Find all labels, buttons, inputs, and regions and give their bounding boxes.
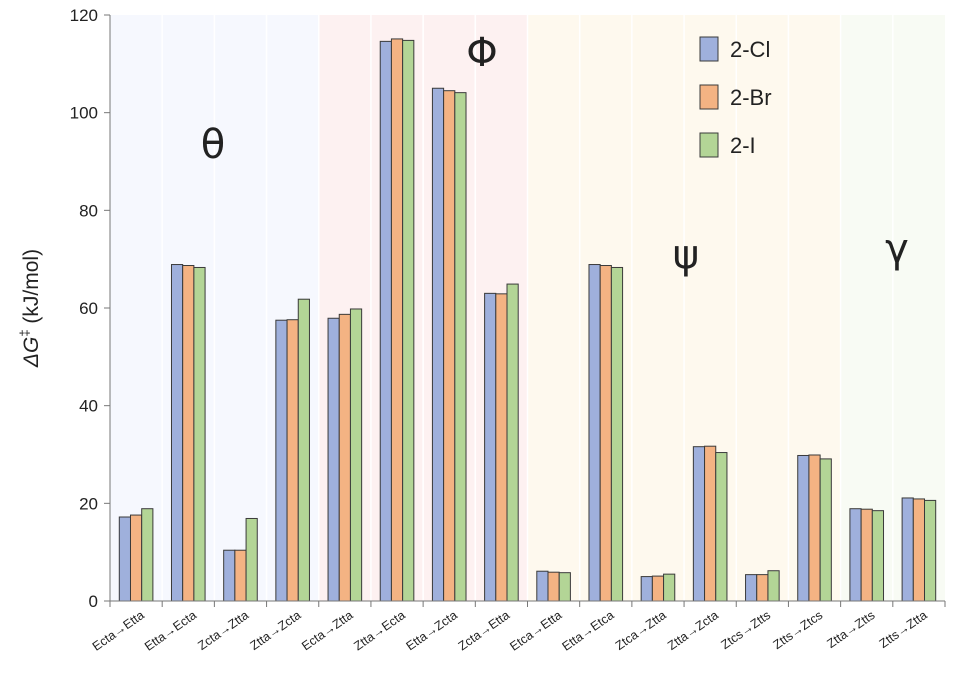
bar-2-Br-0 [129,514,143,602]
bar-2-Br-13 [808,454,821,602]
bar-2-I-3 [297,298,310,602]
bar-2-Br-11 [704,445,717,602]
bar-2-Br-5 [390,38,404,602]
bar-2-Cl-3 [275,319,288,602]
bar-2-Cl-10 [640,576,653,602]
bar-2-Cl-0 [118,516,131,602]
category-label: Zcta→Ztta [195,608,251,653]
group-labels: θ Φψ γ [201,30,909,278]
bar-2-I-2 [245,517,258,602]
category-label: Etta→Etca [560,608,617,654]
bar-2-I-11 [715,452,728,602]
bar-2-I-15 [924,499,937,602]
bar-2-Cl-12 [745,574,758,602]
bar-2-Cl-1 [170,264,184,602]
bar-2-Cl-4 [327,317,340,602]
bar-2-Br-2 [234,549,247,602]
bar-2-Cl-5 [379,40,392,602]
bar-2-Br-9 [599,265,612,602]
bar-2-Br-7 [495,293,508,602]
category-labels: Ecta→EttaEtta→EctaZcta→ZttaZtta→ZctaEcta… [90,608,930,654]
legend-label-2-I: 2-I [730,133,756,158]
bar-2-Cl-8 [536,570,549,602]
category-label: Ztcs→Ztts [718,608,773,652]
bar-2-Cl-13 [797,454,810,602]
y-axis-label: ΔG‡ (kJ/mol) [17,249,43,368]
axes: 0 20 40 60 80 100 120 [70,6,946,611]
bar-2-I-5 [402,39,415,602]
category-label: Ztts→Ztta [877,608,930,651]
bar-2-I-0 [141,508,154,602]
category-label: Ecta→Ztta [299,608,355,653]
bar-2-I-8 [558,572,571,602]
bar-2-Cl-7 [484,292,497,602]
bar-2-Cl-2 [223,549,236,602]
y-tick-label: 0 [89,592,98,611]
bar-2-I-4 [349,308,363,602]
bars [118,38,937,602]
legend-label-2-Cl: 2-Cl [730,37,770,62]
y-tick-label: 60 [79,299,98,318]
bar-2-I-7 [506,283,519,602]
bar-2-I-1 [193,266,206,602]
y-tick-label: 120 [70,6,98,25]
category-label: Etca→Etta [507,608,564,654]
legend-swatch-2-Br [699,84,719,110]
bar-2-I-10 [663,573,676,602]
bar-2-Br-8 [547,571,560,602]
bar-2-Cl-6 [431,87,445,602]
bar-2-I-13 [819,458,832,602]
bar-2-I-12 [767,570,780,602]
bar-2-Br-1 [182,265,195,602]
bar-2-Cl-9 [588,264,601,602]
category-label: Ztts→Ztcs [771,608,826,652]
bar-2-Br-15 [912,498,926,602]
y-tick-label: 80 [79,201,98,220]
bar-2-Cl-14 [849,508,862,602]
group-label-0: θ [201,122,225,168]
category-label: Zcta→Etta [456,608,512,653]
legend-swatch-2-Cl [699,36,719,62]
y-tick-label: 20 [79,494,98,513]
bar-2-Br-3 [286,319,299,602]
y-tick-label: 100 [70,104,98,123]
category-label: Etta→Ecta [142,608,199,654]
category-label: Etta→Zcta [404,608,460,653]
bar-2-Br-6 [443,90,456,602]
group-label-3: γ [885,226,909,272]
bar-2-Br-12 [756,574,769,602]
bar-2-Br-10 [651,575,665,602]
y-tick-label: 40 [79,397,98,416]
category-label: Ecta→Etta [90,608,147,654]
bar-2-I-14 [871,510,885,602]
bar-2-I-9 [610,266,624,602]
legend-label-2-Br: 2-Br [730,85,772,110]
bar-2-Cl-11 [692,446,706,602]
group-label-1: Φ [466,30,497,76]
bar-2-Br-14 [860,508,873,602]
bar-2-Br-4 [338,313,351,602]
legend-swatch-2-I [699,132,719,158]
category-label: Ztca→Ztta [613,608,669,653]
category-label: Ztta→Zcta [665,608,721,653]
category-label: Ztta→Ecta [351,608,407,653]
bar-2-I-6 [454,92,467,602]
group-label-2: ψ [673,232,699,278]
category-label: Ztta→Ztts [824,608,877,651]
category-separators [161,15,894,601]
category-label: Ztta→Zcta [248,608,304,653]
legend: 2-Cl 2-Br 2-I [699,36,772,158]
bar-2-Cl-15 [901,497,914,602]
